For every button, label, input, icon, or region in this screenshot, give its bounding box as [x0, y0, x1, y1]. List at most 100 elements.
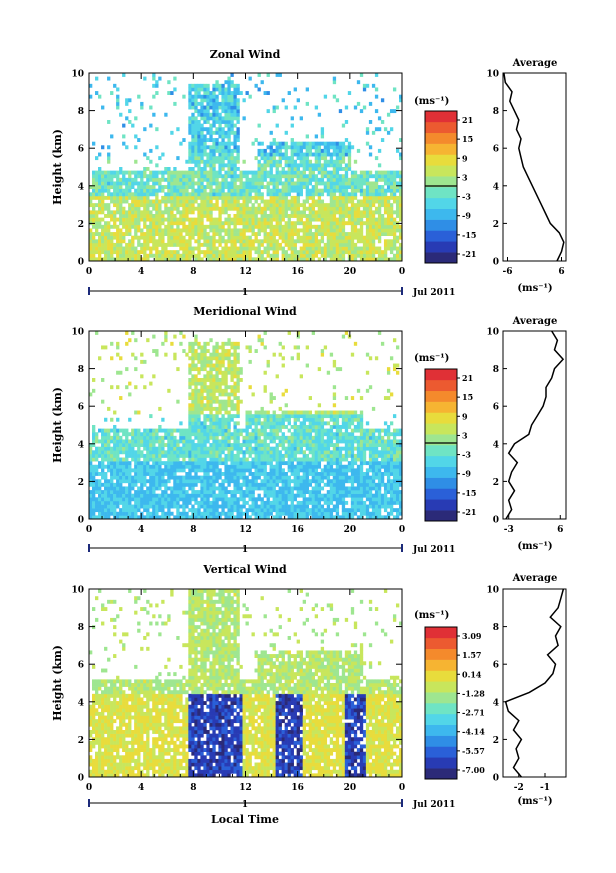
heatmap-cell	[329, 181, 334, 186]
heatmap-cell	[101, 174, 105, 179]
heatmap-cell	[245, 345, 249, 350]
heatmap-cell	[206, 257, 210, 261]
heatmap-cell	[347, 210, 352, 215]
heatmap-cell	[290, 235, 294, 240]
heatmap-cell	[332, 195, 337, 200]
heatmap-cell	[203, 195, 207, 200]
heatmap-cell	[272, 457, 276, 462]
heatmap-cell	[230, 195, 234, 200]
heatmap-cell	[200, 345, 204, 350]
heatmap-cell	[191, 399, 195, 404]
heatmap-cell	[371, 130, 376, 135]
heatmap-cell	[266, 235, 270, 240]
heatmap-cell	[245, 210, 249, 215]
heatmap-cell	[272, 214, 276, 218]
heatmap-cell	[164, 242, 168, 247]
heatmap-cell	[344, 174, 349, 179]
heatmap-cell	[140, 232, 144, 236]
heatmap-cell	[278, 181, 282, 186]
heatmap-cell	[194, 500, 198, 505]
heatmap-cell	[137, 228, 141, 233]
heatmap-cell	[206, 214, 210, 218]
heatmap-cell	[215, 367, 219, 372]
heatmap-cell	[212, 224, 216, 229]
heatmap-cell	[170, 206, 174, 211]
heatmap-cell	[179, 257, 183, 261]
heatmap-cell	[380, 232, 385, 236]
heatmap-cell	[98, 177, 102, 182]
heatmap-cell	[119, 250, 123, 255]
heatmap-cell	[194, 464, 198, 469]
heatmap-cell	[137, 203, 141, 208]
heatmap-cell	[92, 475, 96, 480]
heatmap-cell	[317, 141, 322, 146]
heatmap-cell	[314, 156, 319, 161]
heatmap-cell	[146, 486, 150, 491]
heatmap-cell	[149, 482, 153, 487]
heatmap-cell	[212, 109, 216, 114]
heatmap-cell	[200, 228, 204, 233]
heatmap-cell	[116, 181, 120, 186]
heatmap-cell	[251, 486, 255, 491]
heatmap-cell	[101, 378, 105, 382]
heatmap-cell	[317, 246, 322, 251]
heatmap-cell	[272, 217, 276, 222]
heatmap-cell	[218, 446, 222, 451]
heatmap-cell	[155, 145, 159, 150]
heatmap-cell	[275, 206, 279, 211]
heatmap-cell	[239, 399, 243, 404]
heatmap-cell	[203, 145, 207, 150]
heatmap-cell	[149, 177, 153, 182]
heatmap-cell	[266, 145, 270, 150]
heatmap-cell	[233, 341, 237, 346]
heatmap-cell	[257, 334, 261, 339]
heatmap-cell	[308, 152, 313, 157]
heatmap-cell	[299, 253, 303, 258]
heatmap-cell	[398, 138, 402, 142]
heatmap-cell	[299, 239, 303, 244]
heatmap-cell	[233, 181, 237, 186]
heatmap-cell	[260, 141, 264, 146]
heatmap-cell	[149, 515, 153, 519]
heatmap-cell	[221, 98, 225, 103]
heatmap-cell	[251, 203, 255, 208]
heatmap-cell	[320, 170, 325, 175]
heatmap-cell	[308, 242, 313, 247]
colorbar-tick-label: 3	[462, 172, 468, 182]
heatmap-cell	[140, 432, 144, 437]
heatmap-cell	[314, 174, 319, 179]
heatmap-cell	[374, 73, 379, 77]
heatmap-cell	[398, 156, 402, 161]
heatmap-cell	[164, 497, 168, 502]
heatmap-cell	[119, 461, 123, 466]
heatmap-cell	[284, 148, 288, 153]
heatmap-cell	[167, 515, 171, 519]
heatmap-cell	[140, 242, 144, 247]
heatmap-cell	[197, 221, 201, 226]
heatmap-cell	[161, 221, 165, 226]
heatmap-cell	[143, 428, 147, 433]
heatmap-cell	[251, 497, 255, 502]
heatmap-cell	[395, 250, 400, 255]
heatmap-cell	[128, 486, 132, 491]
heatmap-cell	[266, 188, 270, 193]
heatmap-cell	[203, 421, 207, 426]
heatmap-cell	[398, 203, 402, 208]
heatmap-cell	[224, 80, 228, 85]
heatmap-cell	[203, 396, 207, 400]
heatmap-cell	[371, 228, 376, 233]
heatmap-cell	[146, 515, 150, 519]
heatmap-cell	[350, 250, 355, 255]
heatmap-cell	[233, 101, 237, 106]
heatmap-cell	[269, 453, 273, 458]
heatmap-cell	[293, 210, 297, 215]
heatmap-cell	[146, 472, 150, 476]
heatmap-cell	[104, 446, 108, 451]
heatmap-cell	[371, 192, 376, 197]
heatmap-cell	[89, 246, 93, 251]
heatmap-cell	[236, 228, 240, 233]
heatmap-cell	[170, 497, 174, 502]
heatmap-cell	[359, 210, 364, 215]
heatmap-cell	[155, 228, 159, 233]
heatmap-cell	[110, 439, 114, 444]
